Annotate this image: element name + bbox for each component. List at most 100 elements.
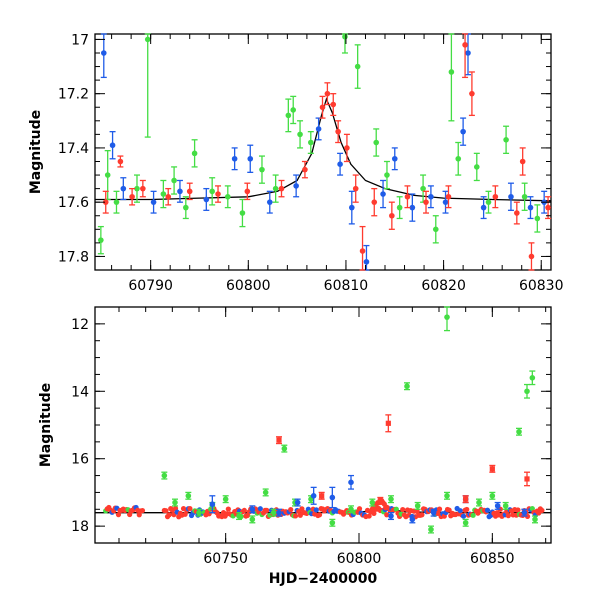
red-data-point: [302, 166, 308, 173]
green-data-point: [521, 193, 528, 200]
blue-data-point: [508, 193, 514, 200]
band-point: [163, 508, 169, 514]
blue-data-point: [247, 155, 254, 162]
green-data-point: [455, 155, 462, 162]
red-data-point: [319, 493, 325, 499]
band-point: [470, 512, 476, 518]
red-data-point: [359, 248, 366, 254]
blue-data-point: [266, 199, 273, 205]
red-data-point: [423, 199, 429, 205]
blue-data-point: [409, 516, 416, 523]
x-tick-label: 60750: [203, 551, 248, 567]
red-data-point: [524, 476, 530, 482]
blue-data-point: [494, 503, 501, 509]
blue-data-point: [310, 493, 317, 499]
green-data-point: [502, 503, 509, 509]
band-point: [505, 513, 511, 519]
blue-data-point: [337, 161, 343, 168]
red-data-point: [102, 199, 109, 205]
band-point: [460, 513, 467, 519]
blue-data-point: [249, 506, 256, 513]
green-data-point: [524, 388, 530, 395]
green-data-point: [448, 69, 455, 75]
green-data-point: [297, 131, 303, 138]
band-point: [515, 507, 521, 513]
blue-data-point: [294, 499, 301, 506]
blue-data-point: [315, 126, 322, 132]
blue-data-point: [391, 155, 398, 162]
green-data-point: [444, 493, 450, 499]
x-tick-label: 60830: [519, 278, 564, 294]
green-data-point: [144, 36, 151, 43]
green-data-point: [249, 516, 256, 523]
y-tick-label: 17.6: [58, 195, 89, 211]
green-data-point: [104, 172, 111, 178]
blue-data-point: [348, 479, 354, 486]
red-data-point: [129, 193, 135, 200]
band-point: [264, 507, 270, 513]
red-data-point: [117, 158, 124, 165]
green-data-point: [134, 185, 140, 192]
band-point: [115, 512, 122, 518]
x-tick-label: 60790: [128, 278, 173, 294]
green-data-point: [98, 237, 104, 243]
red-data-point: [335, 128, 341, 135]
green-data-point: [172, 499, 178, 506]
top-y-axis-label: Magnitude: [28, 110, 44, 194]
blue-data-point: [363, 259, 370, 265]
band-point: [384, 512, 390, 518]
green-data-point: [428, 526, 434, 533]
green-data-point: [473, 164, 480, 170]
green-data-point: [285, 112, 292, 119]
band-point: [436, 506, 443, 512]
green-data-point: [239, 210, 246, 216]
blue-data-point: [428, 193, 434, 200]
band-point: [414, 508, 420, 514]
green-data-point: [342, 33, 348, 40]
band-point: [384, 504, 390, 511]
red-data-point: [244, 188, 251, 195]
red-data-point: [140, 185, 146, 192]
red-data-point: [545, 204, 551, 211]
green-data-point: [476, 499, 482, 506]
band-point: [292, 513, 299, 519]
blue-data-point: [209, 501, 216, 508]
x-tick-label: 60800: [226, 278, 271, 294]
green-data-point: [444, 314, 450, 320]
band-point: [484, 507, 491, 513]
red-data-point: [445, 193, 452, 200]
green-data-point: [348, 506, 354, 513]
green-data-point: [534, 215, 541, 222]
red-data-point: [519, 158, 526, 165]
green-data-point: [259, 166, 265, 173]
blue-data-point: [527, 204, 534, 211]
blue-data-point: [349, 204, 355, 211]
green-data-point: [432, 226, 439, 233]
top-panel: 60790 60800 60810 60820 60830 17 17.2 17.4 17.6 1…: [28, 32, 564, 294]
y-tick-label: 17.8: [58, 249, 89, 265]
green-data-point: [516, 428, 522, 435]
band-point: [371, 510, 377, 517]
band-point: [419, 512, 425, 518]
blue-data-point: [150, 199, 157, 205]
blue-data-point: [100, 50, 107, 56]
green-data-point: [529, 375, 536, 381]
blue-data-point: [465, 50, 471, 56]
x-tick-label: 60800: [337, 551, 382, 567]
green-data-point: [396, 204, 403, 211]
green-data-point: [222, 496, 229, 502]
green-data-point: [113, 199, 120, 205]
blue-data-point: [293, 183, 299, 189]
green-data-point: [354, 63, 361, 70]
blue-data-point: [388, 513, 394, 519]
band-point: [182, 511, 188, 517]
red-data-point: [492, 193, 499, 200]
band-point: [313, 507, 319, 513]
red-data-point: [469, 90, 475, 97]
green-data-point: [503, 136, 509, 143]
band-point: [539, 507, 545, 514]
band-point: [524, 513, 531, 519]
green-data-point: [281, 445, 288, 452]
red-data-point: [371, 199, 378, 205]
